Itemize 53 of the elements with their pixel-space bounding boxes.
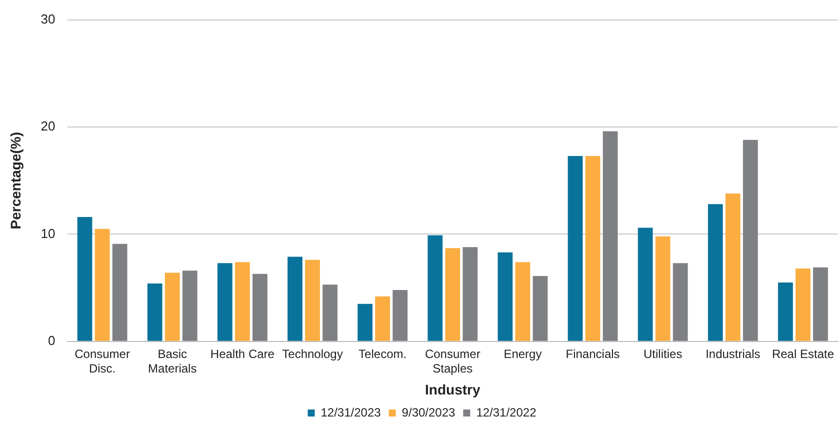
x-tick-label: Telecom. [358, 346, 407, 361]
x-tick-label: Consumer Staples [424, 346, 480, 376]
legend-label: 9/30/2023 [402, 405, 456, 420]
bar [568, 156, 583, 341]
x-tick-label: Energy [504, 346, 542, 361]
bar [796, 268, 810, 341]
bar [638, 228, 653, 341]
bar [708, 204, 723, 341]
y-axis-title: Percentage(%) [7, 132, 24, 230]
x-tick-label: Health Care [210, 346, 275, 361]
x-tick-label: Consumer Disc. [74, 346, 130, 376]
x-tick-label: Basic Materials [148, 346, 197, 376]
y-tick-label: 10 [40, 226, 56, 241]
bar [585, 156, 600, 341]
bar [147, 284, 162, 341]
bar [498, 252, 513, 341]
bar [655, 236, 670, 341]
legend-label: 12/31/2022 [476, 405, 537, 420]
bar [742, 140, 758, 341]
bar [602, 131, 618, 341]
bar [462, 247, 478, 341]
bar [322, 284, 338, 341]
bar [672, 263, 688, 341]
bar [813, 267, 828, 341]
bar [358, 304, 372, 341]
bar [305, 260, 320, 341]
bar [112, 244, 128, 341]
y-tick-label: 30 [40, 11, 56, 26]
bar [252, 274, 268, 341]
bar [217, 263, 232, 341]
legend-label: 12/31/2023 [320, 405, 382, 420]
x-tick-label: Utilities [644, 346, 682, 361]
x-axis-title: Industry [425, 381, 480, 398]
x-tick-label: Financials [566, 346, 620, 361]
bar [182, 270, 198, 341]
bar [288, 256, 302, 341]
x-tick-label: Real Estate [772, 346, 834, 361]
bar [532, 276, 548, 341]
bar [778, 282, 793, 341]
bar [375, 296, 390, 341]
bar [392, 290, 408, 341]
x-tick-label: Technology [282, 346, 343, 361]
bar [94, 228, 110, 341]
bar [234, 262, 250, 341]
bar [428, 235, 443, 341]
bar [445, 248, 460, 341]
bar [515, 262, 530, 341]
y-tick-label: 20 [40, 118, 56, 134]
bar [164, 272, 180, 341]
bar [725, 193, 740, 341]
x-tick-label: Industrials [706, 346, 760, 361]
bar [77, 217, 92, 341]
y-tick-label: 0 [48, 332, 56, 348]
